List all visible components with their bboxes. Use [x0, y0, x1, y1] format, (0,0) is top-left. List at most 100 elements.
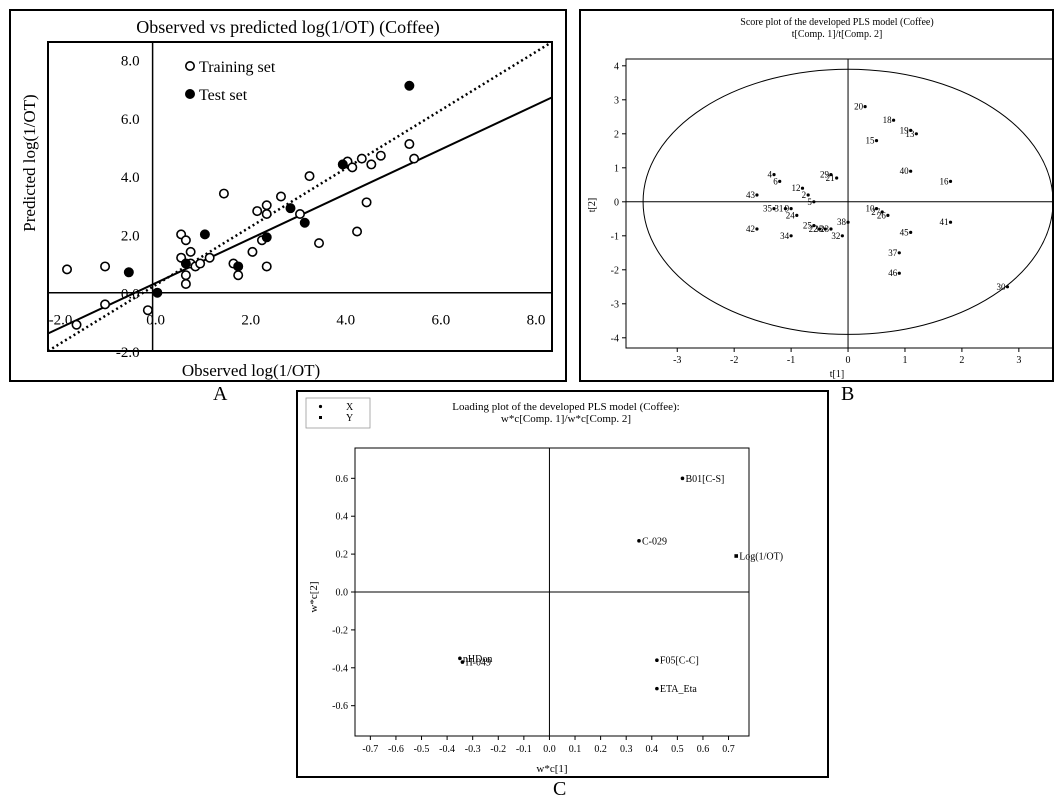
training-set-point — [347, 162, 358, 173]
y-tick-label: 0.0 — [336, 588, 349, 599]
score-point-label: 16 — [940, 176, 950, 186]
loading-point-label: B01[C-S] — [685, 474, 724, 485]
loading-point-x — [655, 658, 659, 663]
test-set-point — [152, 287, 163, 298]
score-point-label: 9 — [785, 204, 790, 214]
score-point-label: 21 — [826, 173, 835, 183]
training-set-point — [180, 235, 191, 246]
training-set-point — [180, 270, 191, 281]
score-point — [829, 173, 833, 177]
training-set-point — [352, 226, 363, 237]
x-tick-label: 4.0 — [336, 313, 355, 329]
panel-b-score-plot: Score plot of the developed PLS model (C… — [579, 9, 1054, 382]
x-axis-label: w*c[1] — [536, 763, 567, 775]
score-point-label: 27 — [871, 207, 881, 217]
training-set-point — [185, 246, 196, 257]
score-point — [823, 227, 827, 231]
chart-title: Score plot of the developed PLS model (C… — [740, 17, 933, 28]
panel-label-a: A — [213, 383, 228, 405]
score-point-label: 18 — [883, 115, 893, 125]
training-set-point — [375, 150, 386, 161]
y-tick-label: -4 — [611, 333, 619, 344]
training-set-point — [247, 246, 258, 257]
training-set-point — [356, 153, 367, 164]
x-tick-label: 1 — [902, 355, 907, 366]
x-tick-label: 0.0 — [543, 744, 556, 755]
score-point — [948, 220, 953, 224]
loading-point-x — [637, 539, 641, 543]
test-set-point — [261, 232, 272, 243]
training-set-point — [142, 305, 153, 316]
x-tick-label: -3 — [673, 355, 681, 366]
panel-a-observed-vs-predicted: Observed vs predicted log(1/OT) (Coffee)… — [9, 9, 567, 382]
legend-marker — [319, 416, 322, 419]
score-point — [1005, 285, 1010, 289]
x-tick-label: 0.6 — [697, 744, 710, 755]
y-tick-label: 6.0 — [121, 112, 140, 128]
training-set-point — [71, 319, 82, 330]
y-tick-label: 4.0 — [121, 170, 140, 186]
loading-point-label: Log(1/OT) — [739, 552, 783, 563]
training-set-point — [261, 200, 272, 211]
x-tick-label: 0.0 — [146, 313, 165, 329]
training-set-point — [62, 264, 73, 275]
score-point-label: 46 — [888, 268, 898, 278]
x-tick-label: 0.3 — [620, 744, 633, 755]
x-axis-label: Observed log(1/OT) — [182, 361, 320, 380]
y-tick-label: -1 — [611, 231, 619, 242]
score-point-label: 4 — [768, 170, 773, 180]
loading-point-x — [460, 660, 465, 664]
x-tick-label: -0.6 — [388, 744, 404, 755]
x-tick-label: -0.5 — [414, 744, 430, 755]
chart-subtitle: w*c[Comp. 1]/w*c[Comp. 2] — [501, 413, 631, 425]
score-point — [789, 207, 793, 211]
score-point — [812, 224, 816, 228]
x-tick-label: 2.0 — [241, 313, 260, 329]
score-point — [886, 213, 890, 217]
score-point-label: 37 — [888, 248, 898, 258]
score-point-label: 38 — [837, 217, 847, 227]
x-tick-label: -0.7 — [362, 744, 378, 755]
score-point — [772, 173, 776, 177]
score-point-label: 12 — [791, 183, 800, 193]
score-point — [909, 128, 913, 132]
chart-a-svg: Observed vs predicted log(1/OT) (Coffee)… — [20, 17, 553, 380]
training-set-point — [180, 278, 191, 289]
training-set-point — [275, 191, 286, 202]
loading-point-x — [655, 686, 659, 691]
x-tick-label: 2 — [959, 355, 964, 366]
chart-b-svg: Score plot of the developed PLS model (C… — [587, 17, 1052, 380]
panel-c-loading-plot: X Y Loading plot of the developed PLS mode… — [296, 390, 829, 778]
score-point — [829, 227, 833, 231]
score-point-label: 32 — [831, 231, 840, 241]
score-point — [874, 207, 879, 211]
score-point-label: 23 — [820, 224, 830, 234]
loading-point-label: F05[C-C] — [660, 656, 699, 667]
chart-title: Loading plot of the developed PLS model … — [452, 401, 679, 413]
score-point — [789, 234, 793, 238]
x-tick-label: -0.1 — [516, 744, 532, 755]
training-set-point — [314, 238, 325, 249]
y-tick-label: 4 — [614, 61, 619, 72]
x-tick-label: 6.0 — [432, 313, 451, 329]
test-set-point — [199, 229, 210, 240]
loading-point-x — [680, 476, 685, 481]
score-point-label: 25 — [803, 221, 813, 231]
score-point — [795, 213, 799, 217]
score-point — [772, 207, 776, 211]
score-point-label: 33 — [814, 224, 824, 234]
score-point-label: 43 — [746, 190, 756, 200]
loading-point-y — [734, 554, 739, 558]
score-point-label: 5 — [807, 197, 812, 207]
x-tick-label: -0.2 — [490, 744, 506, 755]
y-axis-label: Predicted log(1/OT) — [20, 94, 39, 231]
y-tick-label: -2.0 — [116, 345, 140, 361]
score-point-label: 42 — [746, 224, 755, 234]
score-point-label: 15 — [866, 136, 876, 146]
score-point — [874, 139, 879, 143]
x-tick-label: -2 — [730, 355, 738, 366]
score-point — [806, 193, 810, 197]
x-tick-label: 0.4 — [646, 744, 659, 755]
chart-title: Observed vs predicted log(1/OT) (Coffee) — [136, 17, 440, 38]
test-set-point — [404, 80, 415, 91]
